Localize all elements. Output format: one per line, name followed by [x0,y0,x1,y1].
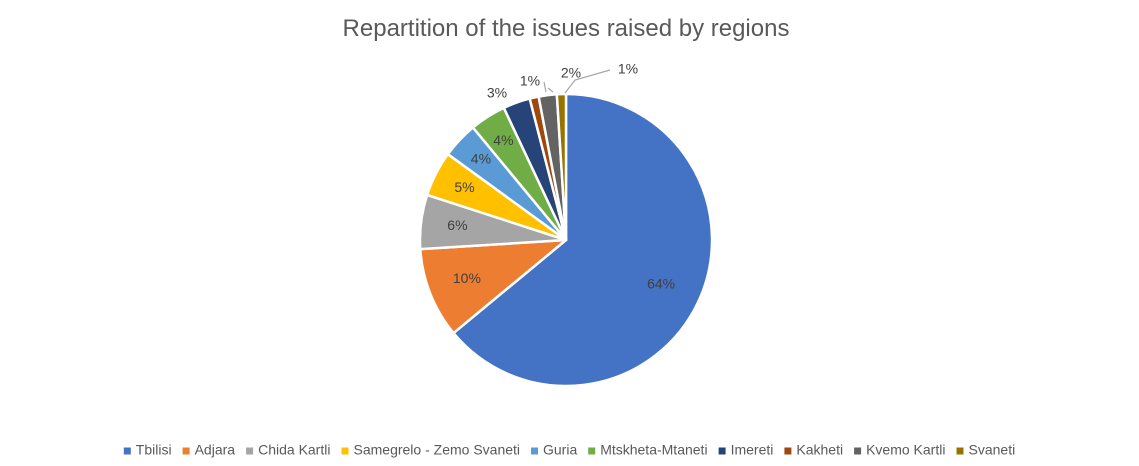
data-label-kvemo-kartli: 2% [561,65,581,81]
legend-item-imereti: Imereti [718,442,774,458]
legend-swatch-guria [531,447,538,455]
data-label-svaneti: 1% [618,61,638,77]
legend-swatch-adjara [182,447,190,455]
legend-label-kvemo-kartli: Kvemo Kartli [866,442,945,458]
legend-item-samegrelo-zemo-svaneti: Samegrelo - Zemo Svaneti [341,442,521,458]
legend-swatch-samegrelo-zemo-svaneti [341,447,349,455]
data-labels: 64% 10% 6% 5% 4%4% 3% 1% 2% 1% [447,61,675,292]
legend-item-adjara: Adjara [182,442,236,458]
leader-lines [543,69,611,94]
legend-item-chida-kartli: Chida Kartli [246,442,330,458]
legend-item-kakheti: Kakheti [784,442,843,458]
pie-slices [418,92,714,388]
legend-item-tbilisi: Tbilisi [123,442,172,458]
legend-label-mtskheta-mtaneti: Mtskheta-Mtaneti [600,442,707,458]
legend-label-chida-kartli: Chida Kartli [258,442,330,458]
chart-title: Repartition of the issues raised by regi… [343,15,790,42]
data-label-imereti: 3% [487,85,507,101]
legend-label-imereti: Imereti [731,442,774,458]
legend-label-kakheti: Kakheti [796,442,843,458]
leader-line-kvemo-kartli [547,87,554,93]
legend-swatch-svaneti [956,447,964,455]
legend-swatch-mtskheta-mtaneti [588,447,596,455]
leader-line-kakheti [543,81,547,93]
legend-swatch-chida-kartli [246,447,254,455]
legend-label-svaneti: Svaneti [969,442,1016,458]
data-label-adjara: 10% [453,270,481,286]
legend-item-mtskheta-mtaneti: Mtskheta-Mtaneti [588,442,708,458]
pie-slice-adjara [419,238,568,335]
pie-slice-tbilisi [452,92,714,388]
legend-label-samegrelo-zemo-svaneti: Samegrelo - Zemo Svaneti [354,442,521,458]
legend-item-guria: Guria [531,442,577,458]
legend-item-svaneti: Svaneti [956,442,1016,458]
legend-swatch-kakheti [784,447,792,455]
legend-label-adjara: Adjara [195,442,236,458]
data-label-guria: 4% [471,151,491,167]
legend-swatch-imereti [718,447,726,455]
legend-label-tbilisi: Tbilisi [136,442,172,458]
data-label-mtskheta-mtaneti: 4% [493,132,513,148]
data-label-samegrelo-zemo-svaneti: 5% [454,179,474,195]
data-label-tbilisi: 64% [647,276,675,292]
legend-label-guria: Guria [543,442,577,458]
data-label-chida-kartli: 6% [447,217,467,233]
legend-item-kvemo-kartli: Kvemo Kartli [854,442,945,458]
legend: Tbilisi Adjara Chida Kartli Samegrelo - Zem… [123,442,1016,458]
pie-slice-svaneti [555,92,568,242]
legend-swatch-tbilisi [123,447,131,455]
data-label-kakheti: 1% [520,73,540,89]
legend-swatch-kvemo-kartli [854,447,862,455]
leader-line-svaneti [564,69,611,94]
